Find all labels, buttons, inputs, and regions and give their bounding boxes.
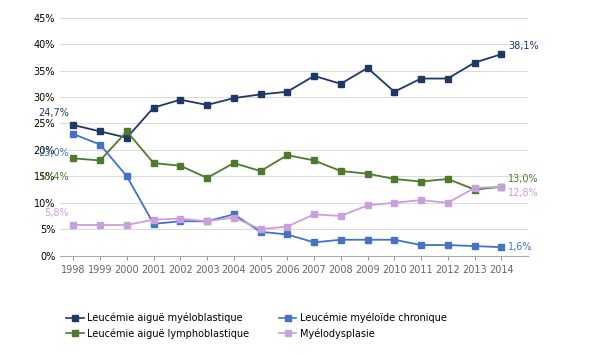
Text: 12,8%: 12,8%	[508, 188, 539, 198]
Legend: Leucémie aiguë myéloblastique, Leucémie aiguë lymphoblastique, Leucémie myéloïde: Leucémie aiguë myéloblastique, Leucémie …	[66, 313, 447, 339]
Text: 13,0%: 13,0%	[508, 174, 539, 184]
Text: 23,0%: 23,0%	[38, 148, 69, 158]
Text: 1,6%: 1,6%	[508, 242, 533, 252]
Text: 5,8%: 5,8%	[44, 208, 69, 218]
Text: 24,7%: 24,7%	[38, 108, 69, 118]
Text: 18,4%: 18,4%	[38, 172, 69, 182]
Text: 38,1%: 38,1%	[508, 42, 539, 51]
